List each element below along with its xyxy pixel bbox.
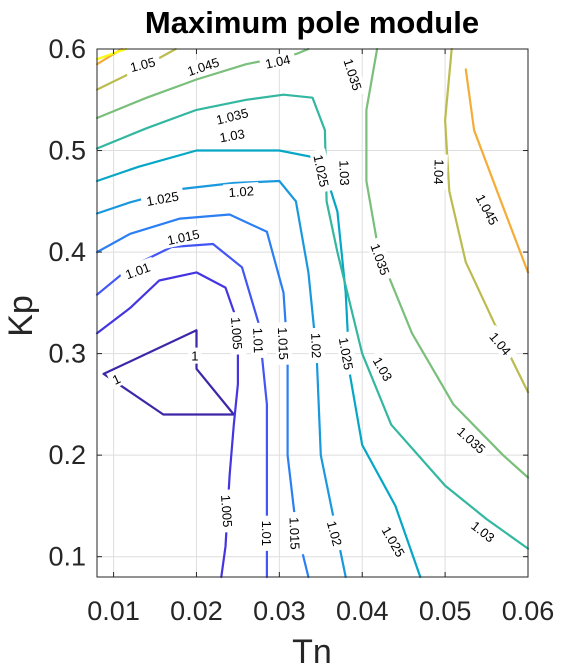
- x-tick-labels: 0.01 0.02 0.03 0.04 0.05 0.06: [87, 596, 554, 626]
- contour-label: 1.01: [249, 322, 268, 359]
- contour-label-background: [483, 324, 519, 363]
- contour-line-1-015: [95, 213, 310, 579]
- contour-label-background: [160, 224, 206, 250]
- contour-label: 1.02: [223, 181, 260, 201]
- chart-title: Maximum pole module: [145, 5, 479, 40]
- contour-label: 1.03: [336, 155, 354, 191]
- contour-label-text: 1.025: [310, 153, 331, 188]
- contour-label-text: 1.005: [228, 317, 245, 351]
- contour-line-1-035: [95, 47, 310, 120]
- contour-label-text: 1.03: [336, 160, 352, 186]
- y-tick-label: 0.6: [48, 34, 86, 64]
- contour-label-background: [430, 154, 448, 190]
- x-tick-label: 0.04: [336, 596, 389, 626]
- contour-label-text: 1.02: [308, 333, 324, 359]
- contour-label-background: [123, 52, 162, 77]
- contour-label: 1.04: [430, 154, 448, 190]
- contour-line-1-045: [464, 68, 530, 274]
- contour-label: 1.005: [227, 311, 247, 356]
- plot-frame: [96, 48, 529, 578]
- contour-label: 1.025: [140, 186, 185, 210]
- contour-label-background: [217, 489, 237, 533]
- y-tick-label: 0.3: [48, 339, 86, 369]
- contour-label-text: 1: [191, 349, 198, 364]
- contour-label-background: [338, 51, 368, 98]
- contour-line-1-035: [365, 47, 530, 479]
- contour-label: 1.01: [258, 515, 275, 551]
- contour-label: 1.025: [334, 331, 359, 376]
- contour-line-1: [102, 329, 235, 416]
- contour-label-background: [336, 155, 354, 191]
- x-tick-label: 0.05: [419, 596, 472, 626]
- x-tick-label: 0.06: [502, 596, 555, 626]
- contour-label-text: 1.005: [218, 494, 235, 528]
- contour-label-text: 1.01: [259, 521, 274, 546]
- contour-label-text: 1.03: [218, 126, 246, 145]
- contour-label-background: [140, 186, 185, 210]
- contour-label-background: [450, 419, 493, 461]
- y-tick-label: 0.1: [48, 542, 86, 572]
- y-tick-labels: 0.1 0.2 0.3 0.4 0.5 0.6: [48, 34, 86, 572]
- contour-label-background: [118, 256, 157, 284]
- contour-label-background: [188, 347, 202, 364]
- y-tick-label: 0.5: [48, 136, 86, 166]
- contour-label: 1.015: [286, 511, 304, 555]
- contour-label-text: 1.025: [145, 189, 180, 209]
- contour-label-background: [180, 52, 226, 81]
- contour-label-background: [258, 49, 297, 73]
- contour-label-background: [106, 368, 126, 390]
- contour-label: 1.03: [213, 124, 251, 147]
- contour-label-background: [274, 321, 293, 366]
- contour-label: 1.05: [123, 52, 162, 77]
- contour-label-background: [227, 311, 247, 356]
- contour-label: 1.005: [217, 489, 237, 533]
- contour-label-text: 1.04: [431, 159, 447, 185]
- contour-label-text: 1.02: [228, 183, 254, 200]
- x-axis-label: Tn: [292, 633, 332, 669]
- contour-label: 1.02: [307, 327, 326, 364]
- y-tick-label: 0.4: [48, 237, 86, 267]
- y-axis-label: Kp: [2, 295, 40, 337]
- contour-label-background: [307, 327, 326, 364]
- contour-label-text: 1.01: [250, 328, 266, 354]
- contour-label-text: 1.05: [129, 54, 157, 75]
- contour-label-background: [322, 514, 348, 553]
- contour-label-background: [334, 331, 359, 376]
- contour-label-background: [464, 514, 502, 549]
- contour-label-background: [209, 103, 255, 129]
- contour-label-background: [367, 349, 399, 389]
- contour-label: 1.04: [258, 49, 297, 73]
- contour-label: 1.02: [322, 514, 348, 553]
- contour-label-background: [470, 186, 505, 232]
- x-tick-label: 0.01: [87, 596, 140, 626]
- contour-label: 1: [188, 347, 202, 364]
- contour-label-background: [365, 236, 396, 282]
- contour-label-background: [376, 519, 412, 564]
- contour-label-text: 1.04: [264, 52, 292, 72]
- contour-label-background: [286, 511, 304, 555]
- contour-line-1-05: [95, 47, 128, 61]
- contour-label-background: [213, 124, 251, 147]
- axis-ticks: [97, 48, 529, 577]
- contour-label-background: [258, 515, 275, 551]
- contour-label-text: 1.015: [166, 227, 201, 248]
- y-tick-label: 0.2: [48, 440, 86, 470]
- contour-label: 1.015: [160, 224, 206, 250]
- contour-label-text: 1.015: [275, 327, 291, 360]
- contour-label-background: [249, 322, 268, 359]
- x-tick-label: 0.03: [253, 596, 306, 626]
- contour-label-background: [309, 148, 334, 194]
- contour-label: 1: [106, 368, 126, 390]
- contour-label-text: 1.025: [336, 336, 356, 371]
- contour-label: 1.015: [274, 321, 293, 366]
- grid-lines: [97, 48, 529, 577]
- contour-label-text: 1.015: [287, 517, 303, 550]
- contour-label-background: [223, 181, 260, 201]
- x-tick-label: 0.02: [170, 596, 223, 626]
- contour-label: 1.025: [309, 148, 334, 194]
- contour-label-text: 1.02: [324, 519, 345, 547]
